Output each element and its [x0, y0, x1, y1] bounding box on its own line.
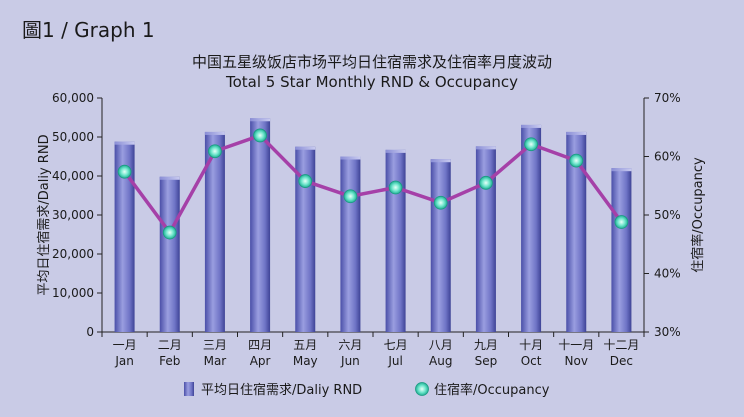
occupancy-point: [117, 164, 132, 179]
bar: [204, 131, 225, 332]
occupancy-line: [123, 133, 623, 235]
occupancy-point: [343, 189, 358, 204]
y-tick-label-left: 30,000: [52, 208, 94, 222]
x-tick-label-en: Sep: [475, 354, 498, 368]
x-tick-label-en: Jul: [387, 354, 402, 368]
bar-cap: [430, 159, 451, 163]
chart-title-zh: 中国五星级饭店市场平均日住宿需求及住宿率月度波动: [191, 53, 552, 71]
bar-cap: [611, 168, 632, 172]
y-tick-label-right: 40%: [654, 267, 681, 281]
y-tick-label-left: 50,000: [52, 130, 94, 144]
occupancy-point: [162, 225, 177, 240]
bar: [566, 131, 587, 332]
bar: [340, 156, 361, 332]
bar-cap: [204, 131, 225, 135]
x-tick-label-en: Oct: [521, 354, 542, 368]
occupancy-point: [388, 180, 403, 195]
bar: [475, 146, 496, 332]
x-tick-label-zh: 二月: [158, 338, 182, 352]
y-tick-label-right: 70%: [654, 91, 681, 105]
legend-line-swatch: [415, 382, 429, 396]
x-tick-label-en: Apr: [250, 354, 271, 368]
bar: [430, 159, 451, 332]
bar-cap: [295, 146, 316, 150]
bar-cap: [521, 124, 542, 128]
bar: [521, 124, 542, 332]
chart-title: 中国五星级饭店市场平均日住宿需求及住宿率月度波动 Total 5 Star Mo…: [0, 52, 744, 92]
bar-cap: [475, 146, 496, 150]
x-tick-label-zh: 四月: [248, 338, 272, 352]
x-tick-label-en: Dec: [610, 354, 633, 368]
occupancy-point: [614, 215, 629, 229]
x-tick-label-zh: 十二月: [603, 338, 639, 352]
bar: [611, 168, 632, 332]
bar-cap: [159, 176, 180, 180]
bar-cap: [250, 118, 271, 122]
x-tick-label-en: May: [293, 354, 318, 368]
bar: [295, 146, 316, 332]
x-tick-label-zh: 六月: [338, 338, 362, 352]
x-tick-label-en: Mar: [204, 354, 227, 368]
occupancy-point: [433, 195, 448, 210]
x-tick-label-en: Feb: [159, 354, 180, 368]
chart-title-en: Total 5 Star Monthly RND & Occupancy: [225, 73, 519, 91]
occupancy-point: [253, 128, 267, 143]
y-tick-label-left: 60,000: [52, 91, 94, 105]
x-tick-label-en: Aug: [429, 354, 452, 368]
bar: [114, 141, 135, 332]
legend-bar-swatch: [184, 382, 194, 396]
x-tick-label-zh: 十月: [519, 338, 543, 352]
y-tick-label-right: 30%: [654, 325, 681, 339]
y-tick-label-right: 50%: [654, 208, 681, 222]
occupancy-point: [479, 175, 493, 190]
y-tick-label-left: 10,000: [52, 286, 94, 300]
occupancy-point: [569, 153, 584, 168]
occupancy-point: [298, 174, 313, 188]
y-tick-label-left: 40,000: [52, 169, 94, 183]
bar-cap: [340, 156, 361, 160]
x-tick-label-zh: 三月: [203, 338, 227, 352]
x-tick-label-zh: 五月: [293, 338, 317, 352]
y-axis-right-title: 住宿率/Occupancy: [690, 157, 706, 273]
x-tick-label-en: Nov: [565, 354, 588, 368]
y-axis-left-title: 平均日住宿需求/Daliy RND: [36, 134, 52, 295]
y-tick-label-left: 0: [86, 325, 94, 339]
y-tick-label-right: 60%: [654, 150, 681, 164]
x-tick-label-zh: 七月: [384, 338, 408, 352]
x-tick-label-zh: 十一月: [558, 338, 594, 352]
x-tick-label-en: Jan: [114, 354, 134, 368]
x-tick-label-en: Jun: [340, 354, 360, 368]
occupancy-point: [208, 144, 222, 159]
occupancy-point: [524, 137, 538, 152]
legend-bar-label: 平均日住宿需求/Daliy RND: [201, 382, 362, 398]
bar: [250, 118, 271, 332]
x-tick-label-zh: 八月: [429, 338, 453, 352]
y-tick-label-left: 20,000: [52, 247, 94, 261]
bar: [385, 149, 406, 332]
figure-label: 圖1 / Graph 1: [22, 18, 155, 42]
bar-cap: [385, 149, 406, 153]
legend-line-label: 住宿率/Occupancy: [434, 382, 550, 398]
x-tick-label-zh: 一月: [113, 338, 137, 352]
bar: [159, 176, 180, 332]
bar-cap: [566, 131, 587, 135]
bar-cap: [114, 141, 135, 145]
x-tick-label-zh: 九月: [474, 338, 498, 352]
